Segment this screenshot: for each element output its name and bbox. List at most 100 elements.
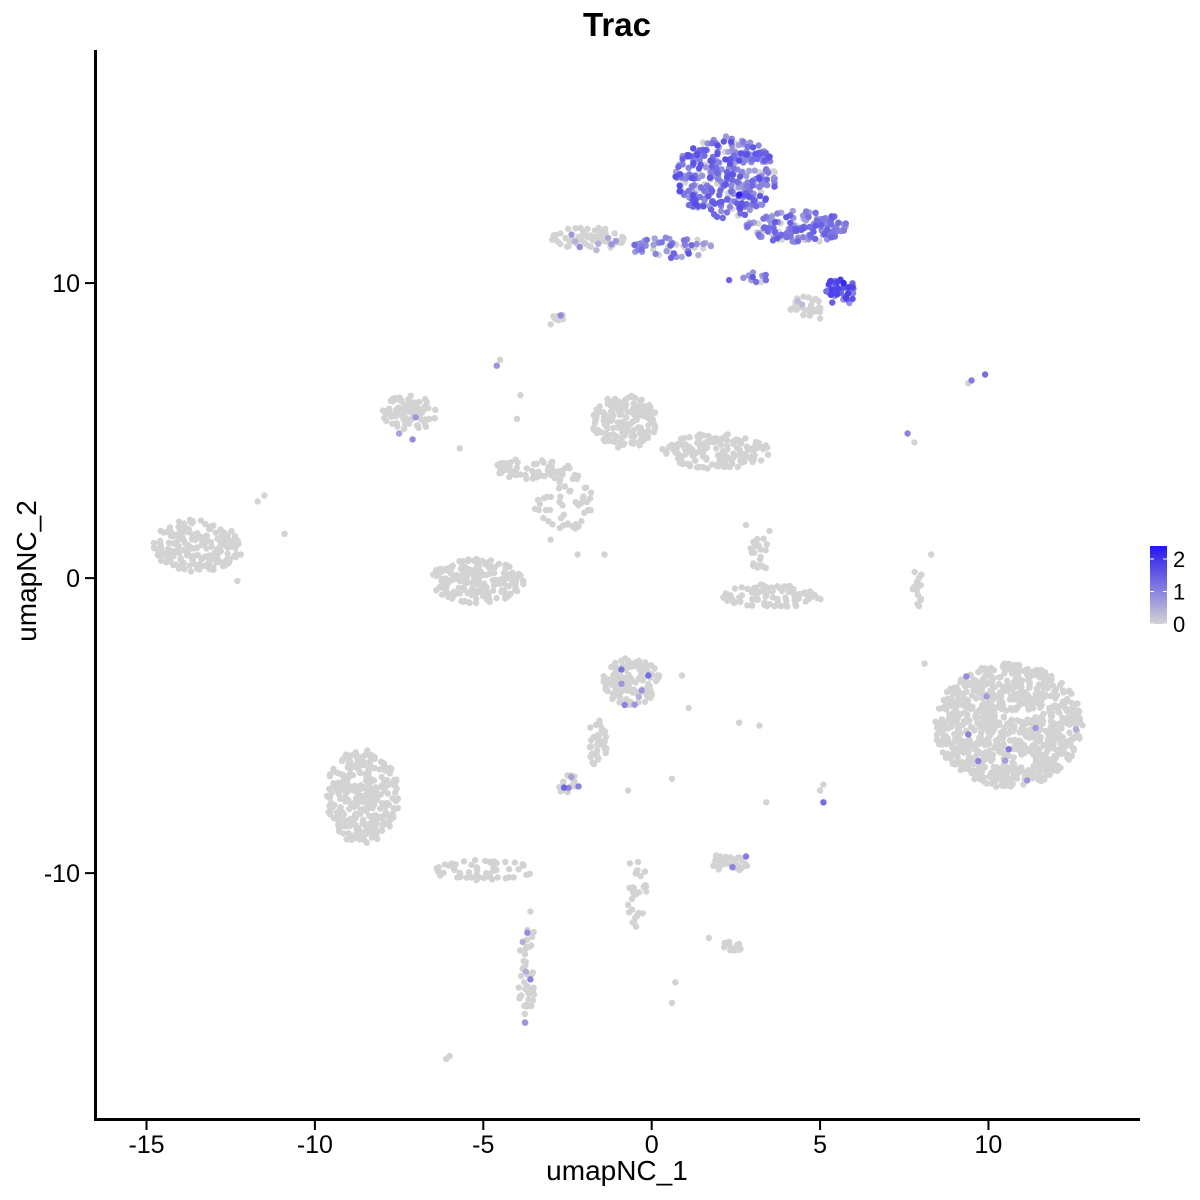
- cell-point: [625, 686, 633, 693]
- cell-point: [1040, 710, 1047, 718]
- cell-point: [440, 869, 447, 876]
- cell-point: [189, 556, 196, 564]
- cell-point: [718, 166, 725, 173]
- cell-point: [957, 730, 964, 737]
- cell-point: [621, 701, 628, 709]
- cell-point: [503, 874, 510, 882]
- cell-point: [609, 409, 616, 417]
- cell-point: [639, 677, 646, 684]
- cell-point: [458, 597, 465, 605]
- cell-point: [981, 737, 989, 744]
- cell-point: [1009, 780, 1016, 787]
- cell-point: [368, 799, 375, 807]
- cell-point: [813, 217, 821, 224]
- cell-point: [328, 789, 335, 796]
- cell-point: [584, 507, 592, 514]
- cell-point: [1030, 750, 1037, 757]
- cell-point: [762, 195, 769, 202]
- cell-point: [798, 301, 806, 308]
- cell-point: [996, 689, 1004, 696]
- cell-point: [970, 760, 977, 768]
- cell-point: [578, 499, 585, 507]
- cell-point: [512, 456, 519, 463]
- cell-point: [940, 696, 948, 704]
- cell-point: [628, 419, 636, 426]
- cell-point: [821, 230, 828, 238]
- cell-point: [383, 778, 391, 785]
- cell-point: [342, 798, 349, 805]
- cell-point: [601, 728, 609, 735]
- cell-point: [728, 170, 736, 178]
- cell-point: [725, 463, 732, 470]
- cell-point: [552, 231, 559, 239]
- cell-point: [217, 548, 224, 555]
- cell-point: [416, 398, 423, 405]
- cell-point: [523, 1003, 530, 1010]
- cell-point: [579, 495, 586, 502]
- cell-point: [511, 859, 518, 866]
- cell-point: [578, 235, 585, 242]
- cell-point: [1029, 770, 1036, 777]
- cell-point: [921, 660, 928, 667]
- cell-point: [1033, 746, 1041, 753]
- cell-point: [555, 485, 563, 492]
- cell-point: [701, 152, 708, 159]
- cell-point: [517, 572, 524, 579]
- cell-point: [718, 452, 725, 459]
- cell-point: [212, 529, 220, 536]
- cell-point: [528, 942, 535, 949]
- cell-point: [728, 188, 735, 195]
- cell-point: [432, 406, 439, 413]
- cell-point: [975, 668, 982, 676]
- cell-point: [1032, 724, 1039, 732]
- cell-point: [807, 301, 815, 309]
- cell-point: [959, 745, 966, 752]
- cell-point: [988, 780, 995, 787]
- cell-point: [946, 755, 954, 762]
- cell-point: [548, 463, 555, 470]
- cell-point: [726, 160, 734, 167]
- cell-point: [1045, 766, 1052, 773]
- cell-point: [743, 172, 750, 180]
- cell-point: [975, 748, 982, 755]
- cell-point: [792, 602, 800, 609]
- cell-point: [706, 174, 714, 181]
- cell-point: [979, 683, 986, 691]
- cell-point: [942, 750, 949, 758]
- cell-point: [842, 220, 849, 227]
- cell-point: [672, 173, 679, 180]
- cell-point: [557, 312, 564, 319]
- cell-point: [492, 563, 499, 571]
- cell-point: [521, 1019, 529, 1026]
- cell-point: [1016, 729, 1024, 736]
- cell-point: [771, 218, 779, 226]
- cell-point: [442, 565, 450, 573]
- cell-point: [642, 882, 649, 889]
- cell-point: [485, 564, 493, 571]
- cell-point: [347, 815, 354, 823]
- cell-point: [989, 674, 996, 681]
- cell-point: [359, 792, 367, 800]
- cell-point: [736, 157, 743, 164]
- cell-point: [493, 362, 500, 369]
- cell-point: [680, 237, 688, 244]
- cell-point: [752, 150, 759, 158]
- cell-point: [1031, 740, 1039, 748]
- cell-point: [523, 871, 530, 879]
- cell-point: [616, 439, 623, 447]
- cell-point: [1056, 681, 1064, 689]
- cell-point: [384, 790, 391, 797]
- cell-point: [695, 251, 702, 259]
- cell-point: [675, 163, 682, 171]
- cell-point: [505, 865, 513, 873]
- cell-point: [593, 247, 600, 254]
- cell-point: [572, 238, 579, 245]
- cell-point: [1036, 681, 1043, 688]
- cell-point: [627, 393, 634, 401]
- cell-point: [490, 858, 497, 865]
- cell-point: [1001, 774, 1009, 782]
- cell-point: [966, 702, 974, 710]
- cell-point: [723, 591, 730, 598]
- cell-point: [614, 419, 621, 426]
- cell-point: [724, 446, 731, 453]
